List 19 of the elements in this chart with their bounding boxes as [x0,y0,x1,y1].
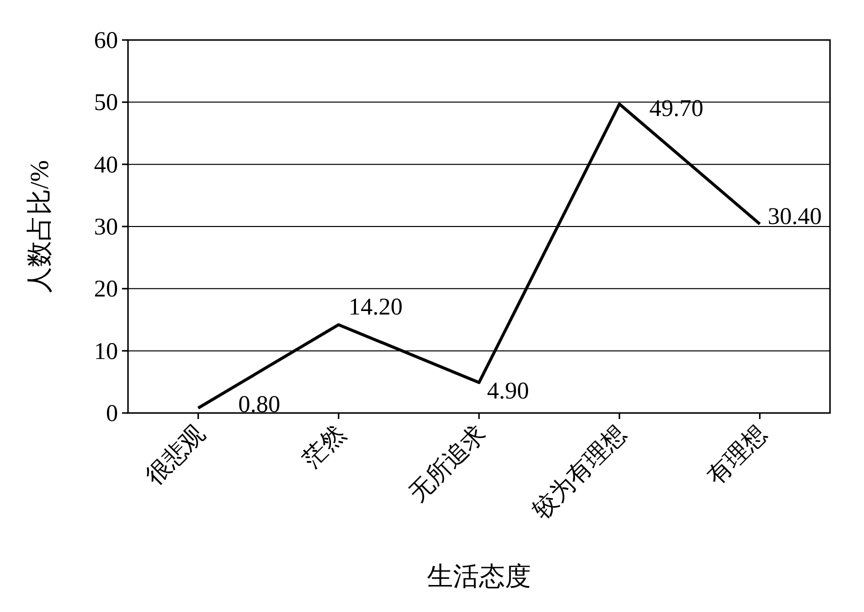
text: 0.80 [238,392,280,418]
y-tick-label: 40 [94,152,118,178]
text: 49.70 [649,96,704,122]
x-tick-label: 很悲观 [141,420,210,490]
x-tick-label: 有理想 [702,420,772,490]
text: 30.40 [768,204,822,230]
y-tick-label: 30 [94,214,118,240]
text: 4.90 [487,378,529,405]
y-tick-label: 60 [94,28,118,54]
x-axis-title: 生活态度 [427,562,531,591]
y-tick-label: 10 [94,338,118,365]
x-tick-label: 较为有理想 [528,420,632,524]
y-tick-label: 0 [106,401,118,427]
x-tick-label: 无所追求 [404,420,492,508]
y-tick-label: 20 [94,276,118,303]
x-tick-label: 茫然 [298,420,351,474]
y-tick-label: 50 [94,90,118,116]
y-axis-title: 人数占比/% [25,160,54,293]
text: 14.20 [348,294,403,321]
